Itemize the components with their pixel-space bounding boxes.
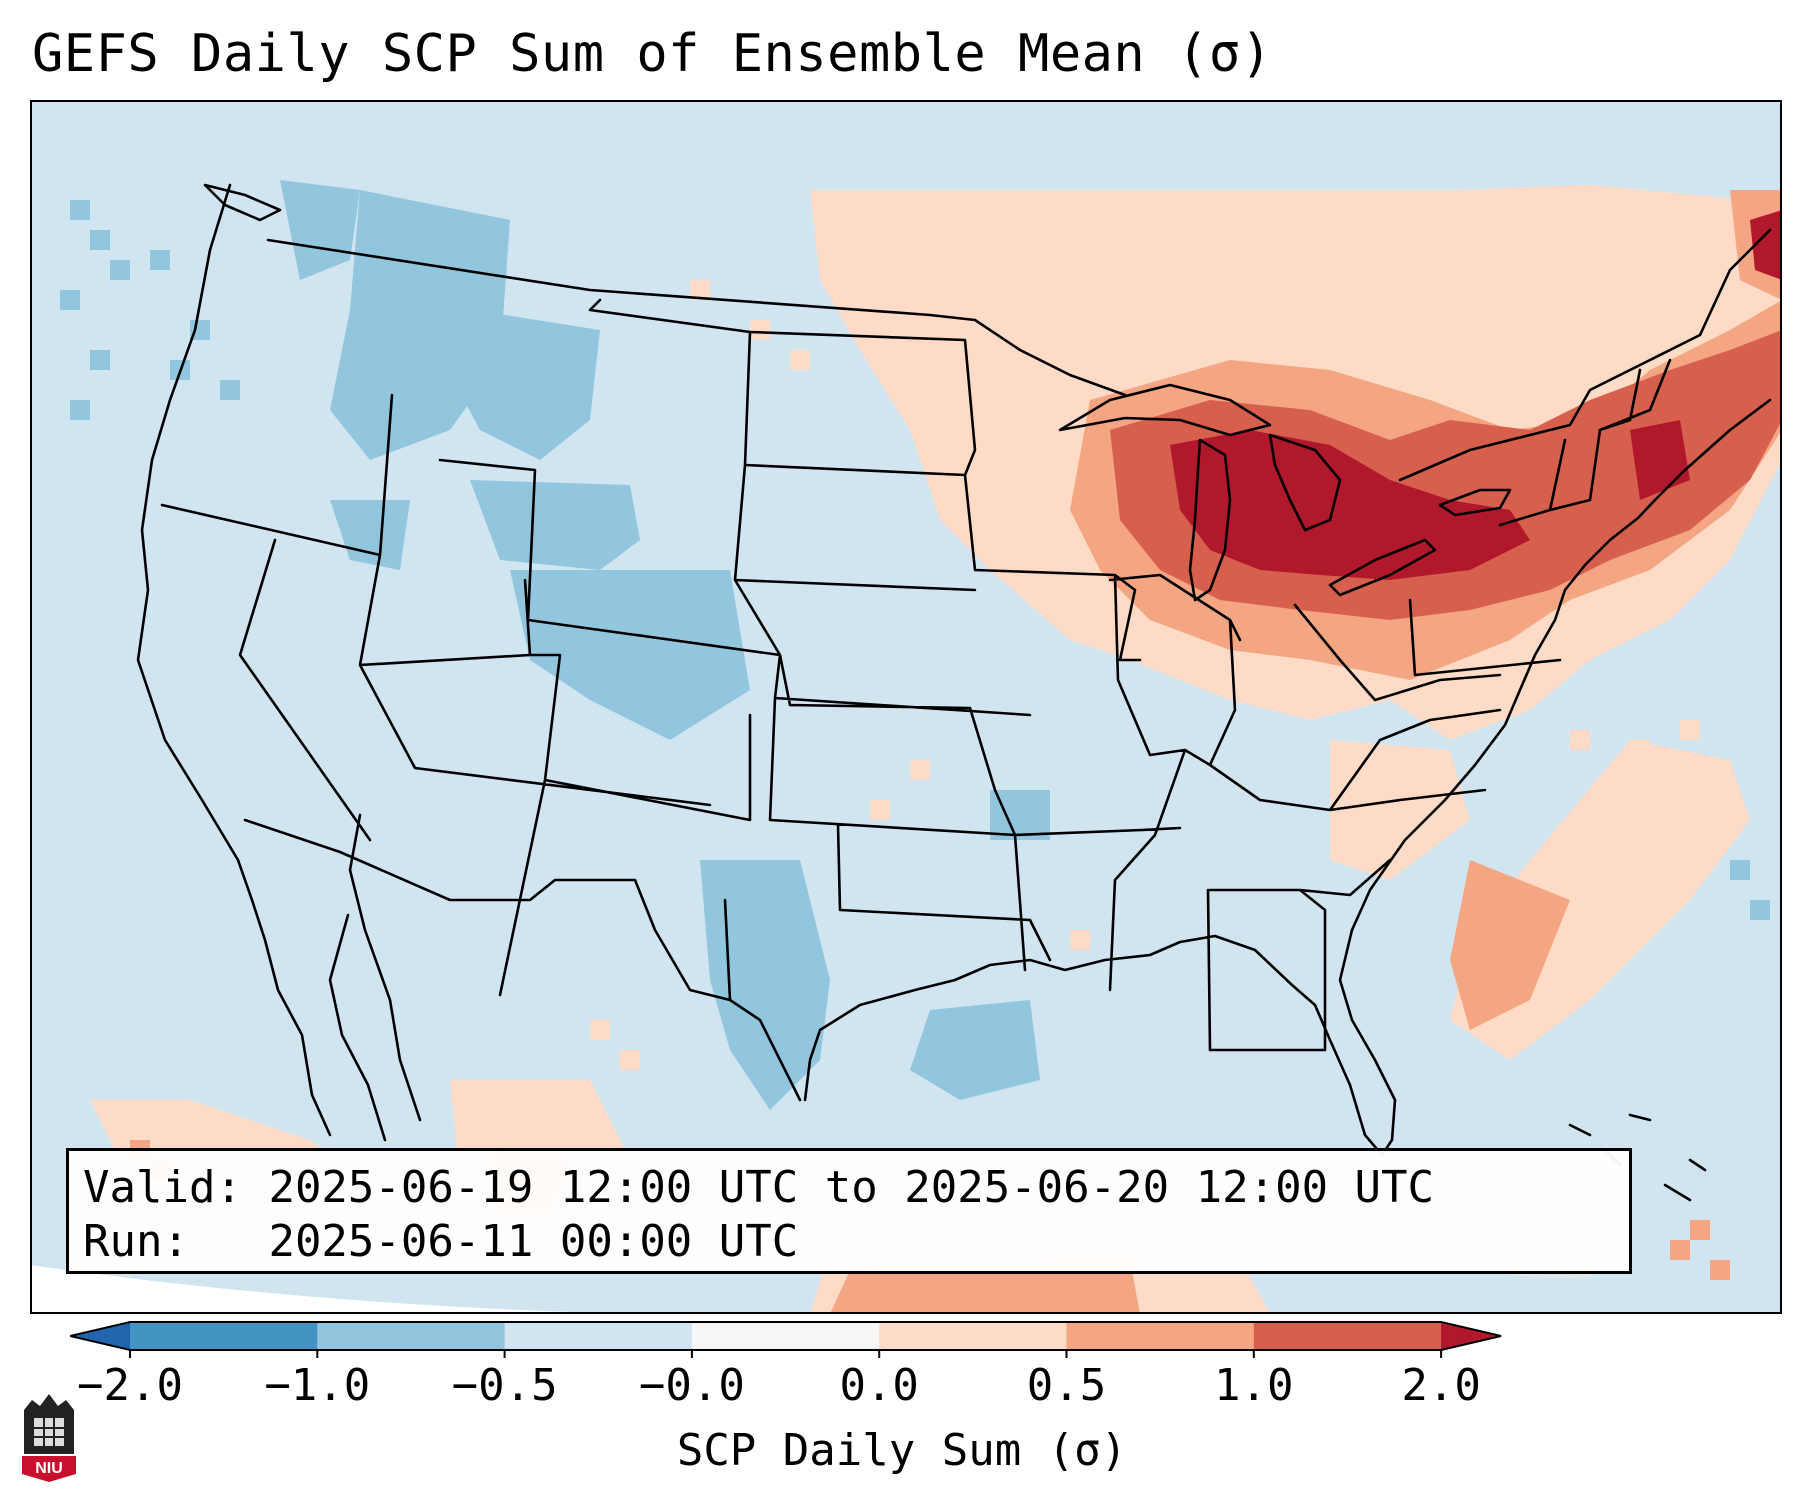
low-scp-cell [90, 350, 110, 370]
scp-field-layer [60, 180, 1782, 1314]
colorbar-segment [130, 1322, 318, 1350]
high-scp-cell [620, 1050, 640, 1070]
map-title: GEFS Daily SCP Sum of Ensemble Mean (σ) [32, 24, 1273, 84]
low-scp-washington [280, 180, 360, 280]
low-scp-cell [60, 290, 80, 310]
colorbar-tick-label: −0.0 [638, 1360, 745, 1411]
boundary-layer [136, 183, 1772, 1202]
colorbar-segment [691, 1322, 880, 1350]
colorbar-tick-label: 2.0 [1401, 1360, 1481, 1411]
low-scp-cell [90, 230, 110, 250]
lake-ontario [1438, 488, 1512, 517]
map-area [30, 100, 1782, 1314]
run-label: Run: [83, 1216, 189, 1267]
map-svg [30, 180, 1782, 1314]
colorbar-segment [504, 1322, 693, 1350]
info-box: Valid: 2025-06-19 12:00 UTC to 2025-06-2… [66, 1148, 1632, 1274]
low-scp-texas [700, 860, 830, 1110]
svg-text:NIU: NIU [35, 1460, 63, 1477]
low-scp-cell [110, 260, 130, 280]
high-scp-cell [1070, 930, 1090, 950]
high-scp-atlantic-core [1450, 860, 1570, 1030]
lake-superior [1058, 383, 1272, 437]
high-scp-cell [1570, 730, 1590, 750]
high-scp-cell [1670, 1240, 1690, 1260]
low-scp-wyoming [470, 480, 640, 570]
vancouver-island [203, 183, 282, 222]
colorbar-extend-high [1441, 1322, 1502, 1350]
low-scp-montana [410, 300, 600, 460]
valid-value: 2025-06-19 12:00 UTC to 2025-06-20 12:00… [268, 1162, 1435, 1213]
valid-label: Valid: [83, 1162, 242, 1213]
colorbar-tick-label: 0.0 [839, 1360, 919, 1411]
high-scp-cell [1590, 800, 1610, 820]
high-scp-cell [1690, 1220, 1710, 1240]
colorbar-tick-label: 1.0 [1214, 1360, 1294, 1411]
projection-edge [30, 1265, 930, 1314]
high-scp-cell [1710, 1260, 1730, 1280]
high-scp-cell [790, 350, 810, 370]
low-scp-cell [150, 250, 170, 270]
lake-erie [1328, 538, 1437, 597]
lake-huron [1268, 433, 1342, 532]
colorbar-tick-label: −1.0 [264, 1360, 371, 1411]
low-scp-cell [1750, 900, 1770, 920]
low-scp-cell [70, 400, 90, 420]
high-scp-lakes-core [1170, 430, 1530, 580]
colorbar-segment [879, 1322, 1067, 1350]
colorbar-extend-low [70, 1322, 130, 1350]
state-borders [160, 298, 1672, 1052]
high-scp-cell [750, 320, 770, 340]
coastline-mexico-west [348, 813, 422, 1122]
low-scp-cell [1730, 860, 1750, 880]
high-scp-cell [590, 1020, 610, 1040]
colorbar [70, 1321, 1502, 1358]
high-scp-cell [690, 280, 710, 300]
low-scp-colorado [510, 570, 750, 740]
border-canada-east [1398, 228, 1772, 482]
high-scp-cell [1630, 740, 1650, 760]
border-mexico [243, 818, 802, 1102]
low-scp-cell [220, 380, 240, 400]
colorbar-tick-label: 0.5 [1026, 1360, 1107, 1411]
colorbar-segment [1253, 1322, 1442, 1350]
high-scp-carolinas [1330, 740, 1470, 880]
coastline-gulf [803, 928, 1397, 1157]
high-scp-cell [910, 760, 930, 780]
low-scp-nevada [330, 500, 410, 570]
high-scp-cell [870, 800, 890, 820]
niu-logo: NIU [22, 1394, 76, 1482]
low-scp-cell [70, 200, 90, 220]
colorbar-segment [317, 1322, 506, 1350]
border-canada [266, 238, 1127, 397]
lake-michigan [1188, 438, 1232, 602]
high-scp-cell [1680, 720, 1700, 740]
coastline-baja [328, 913, 387, 1142]
coastline-east [1350, 398, 1772, 932]
high-scp-maritimes-core [1750, 210, 1782, 280]
colorbar-tick-label: −2.0 [77, 1360, 183, 1411]
colorbar-label: SCP Daily Sum (σ) [676, 1425, 1128, 1476]
low-scp-arkansas [990, 790, 1050, 840]
run-value: 2025-06-11 00:00 UTC [268, 1216, 799, 1267]
coastline-west [136, 183, 332, 1137]
low-scp-gulf [910, 1000, 1040, 1100]
colorbar-segment [1066, 1322, 1255, 1350]
colorbar-tick-label: −0.5 [451, 1360, 558, 1411]
